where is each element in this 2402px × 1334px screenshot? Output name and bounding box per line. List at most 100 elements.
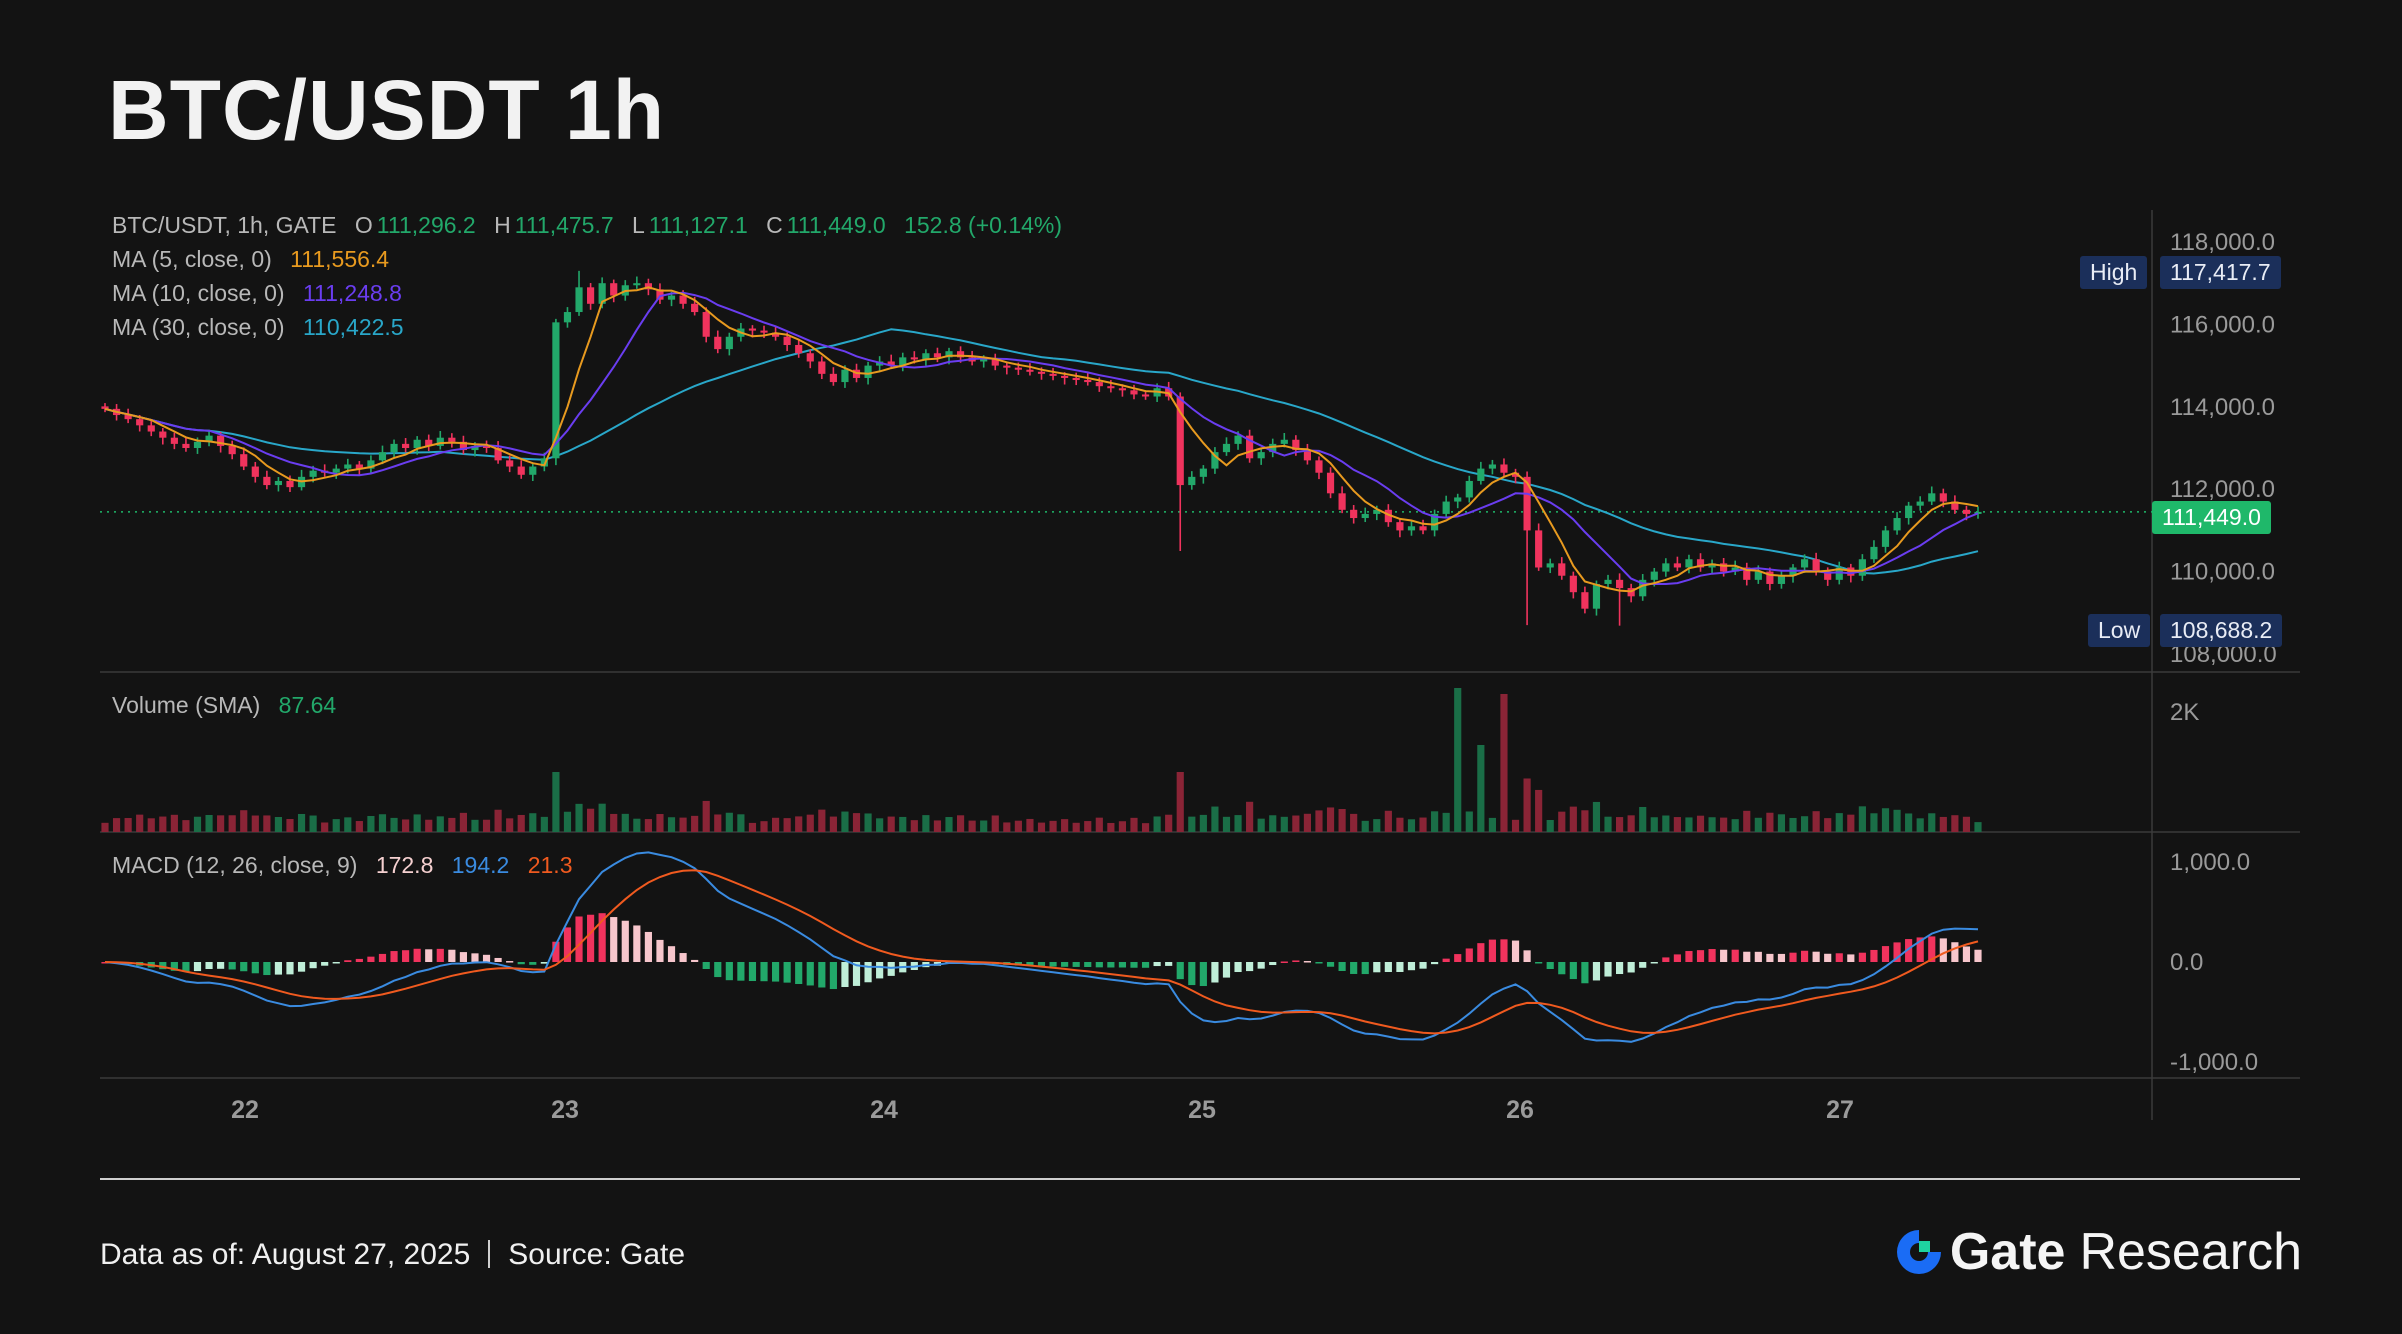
volume-bar — [1141, 823, 1150, 832]
volume-bar — [1477, 745, 1485, 832]
volume-bar — [1939, 816, 1947, 832]
macd-hist-bar — [1800, 950, 1809, 962]
macd-hist-bar — [1407, 962, 1416, 971]
candle-body — [1280, 439, 1288, 444]
volume-bar — [1465, 811, 1473, 832]
volume-bar — [1488, 817, 1496, 832]
candle-body — [1881, 530, 1890, 547]
volume-bar — [355, 821, 363, 832]
candle-body — [1673, 563, 1681, 568]
candle-body — [1211, 452, 1219, 469]
candle-body — [471, 445, 479, 451]
macd-hist-bar — [1523, 950, 1531, 962]
x-tick-label: 22 — [231, 1096, 259, 1124]
candle-body — [147, 425, 155, 432]
volume-bar — [1384, 810, 1392, 832]
macd-hist-bar — [1824, 953, 1832, 962]
macd-hist-bar — [1662, 957, 1670, 962]
volume-bar — [587, 808, 595, 832]
volume-bar — [1905, 813, 1913, 832]
macd-hist-bar — [887, 962, 895, 976]
macd-hist-bar — [217, 962, 225, 969]
candle-body — [251, 466, 259, 477]
macd-hist-bar — [529, 962, 537, 965]
volume-bar — [1754, 817, 1762, 832]
x-tick-label: 24 — [870, 1096, 898, 1124]
volume-bar — [1280, 816, 1288, 832]
volume-legend: Volume (SMA) 87.64 — [112, 692, 340, 719]
macd-hist-bar — [1858, 952, 1866, 962]
macd-hist-bar — [1269, 962, 1277, 966]
macd-hist-bar — [1084, 962, 1092, 968]
volume-bar — [425, 819, 433, 832]
macd-hist-bar — [1130, 962, 1138, 968]
macd-hist-bar — [633, 925, 641, 962]
macd-hist-bar — [1720, 949, 1728, 962]
volume-bars — [101, 688, 1982, 832]
candle-body — [899, 357, 907, 366]
macd-hist-bar — [1326, 962, 1335, 967]
macd-hist-bar — [1754, 951, 1762, 962]
candle-body — [1939, 493, 1947, 502]
candle-body — [1777, 575, 1786, 584]
macd-hist-bar — [1535, 962, 1543, 964]
volume-bar — [1037, 822, 1046, 832]
volume-bar — [529, 813, 537, 832]
chart-title: BTC/USDT 1h — [108, 63, 665, 157]
candle-body — [633, 283, 641, 286]
x-tick-label: 27 — [1826, 1096, 1854, 1124]
volume-bar — [517, 814, 525, 832]
ma30-line — [104, 328, 1979, 575]
volume-bar — [899, 816, 907, 832]
macd-hist-bar — [1211, 962, 1219, 983]
candle-body — [344, 464, 352, 469]
macd-hist-bar — [1095, 962, 1103, 968]
candle-body — [1465, 480, 1473, 498]
candle-body — [1257, 452, 1265, 459]
candle-body — [1118, 388, 1127, 391]
volume-bar — [1673, 817, 1681, 832]
volume-bar — [251, 815, 259, 832]
macd-hist-bar — [656, 939, 664, 962]
volume-bar — [795, 816, 803, 832]
volume-bar — [1084, 821, 1092, 832]
volume-bar — [1061, 819, 1069, 832]
volume-bar — [1546, 820, 1554, 832]
candle-body — [933, 353, 942, 358]
volume-bar — [205, 814, 213, 832]
candle-body — [829, 373, 837, 383]
candle-body — [1176, 396, 1184, 486]
volume-bar — [413, 814, 421, 832]
candle-body — [1766, 571, 1774, 584]
macd-hist-bar — [540, 962, 548, 964]
macd-hist-bar — [1141, 962, 1150, 968]
macd-hist-bar — [378, 953, 387, 962]
volume-bar — [217, 815, 225, 832]
candle-body — [587, 287, 595, 304]
volume-bar — [1650, 817, 1658, 832]
candle-body — [136, 419, 144, 426]
candle-body — [1188, 476, 1196, 486]
candle-body — [274, 480, 283, 486]
price-tick-label: 112,000.0 — [2170, 476, 2275, 503]
macd-hist-bar — [482, 954, 491, 962]
volume-bar — [1928, 813, 1936, 832]
macd-hist-bar — [459, 952, 467, 962]
macd-hist-bar — [725, 962, 733, 981]
volume-bar — [1500, 694, 1508, 832]
candle-body — [286, 480, 294, 488]
candle-body — [1535, 530, 1543, 568]
macd-hist-value: 172.8 — [375, 852, 434, 878]
price-tick-label: 116,000.0 — [2170, 311, 2275, 338]
macd-hist-bar — [182, 962, 190, 972]
macd-hist-bar — [1870, 949, 1878, 962]
volume-bar — [494, 809, 502, 832]
volume-bar — [991, 815, 999, 832]
macd-hist-bar — [1488, 939, 1496, 962]
candle-body — [887, 361, 895, 366]
volume-bar — [1696, 815, 1705, 832]
candle-body — [517, 466, 525, 475]
high-tag-value: 117,417.7 — [2160, 256, 2281, 289]
volume-bar — [471, 819, 479, 832]
candle-body — [1720, 563, 1728, 572]
